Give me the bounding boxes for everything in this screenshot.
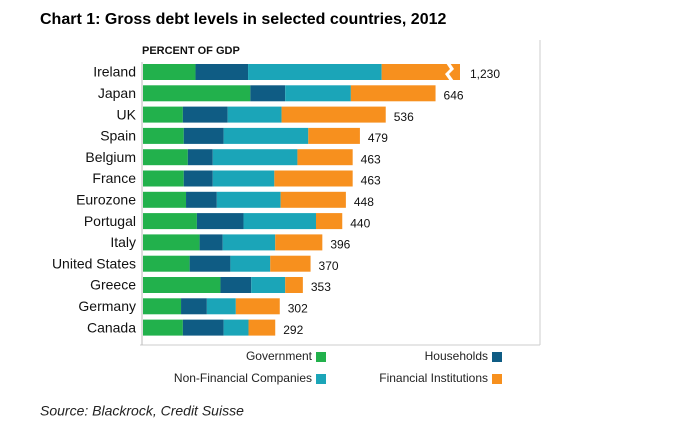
bar-segment <box>183 127 224 144</box>
bar-segment <box>243 213 316 230</box>
legend-label: Non-Financial Companies <box>174 371 312 385</box>
bar-segment <box>297 149 353 166</box>
bar-segment <box>143 127 184 144</box>
bar-segment <box>143 319 183 336</box>
legend-swatch <box>316 352 326 362</box>
category-label: UK <box>117 106 137 122</box>
legend-swatch <box>492 352 502 362</box>
bar-segment <box>143 277 221 293</box>
total-label: 536 <box>394 110 414 124</box>
legend-label: Financial Institutions <box>379 371 488 385</box>
bar-segment <box>274 170 353 187</box>
category-label: Belgium <box>85 149 136 165</box>
bar-segment <box>251 277 286 293</box>
total-label: 292 <box>283 323 303 337</box>
bar-segment <box>350 85 436 102</box>
bar-segment <box>285 85 351 102</box>
bar-segment <box>143 64 196 80</box>
total-label: 353 <box>311 280 331 294</box>
legend-swatch <box>492 374 502 384</box>
total-label: 396 <box>330 238 350 252</box>
category-label: United States <box>52 255 136 271</box>
bar-segment <box>187 149 213 166</box>
bar-segment <box>270 255 311 272</box>
category-label: Japan <box>98 85 136 101</box>
bar-segment <box>181 298 207 315</box>
category-label: Greece <box>90 277 136 293</box>
category-label: Eurozone <box>76 192 136 208</box>
total-label: 646 <box>444 88 464 102</box>
total-label: 440 <box>350 216 370 230</box>
bar-segment <box>143 149 188 166</box>
bar-segment <box>212 170 275 187</box>
bar-segment <box>223 127 309 144</box>
bar-segment <box>381 64 460 80</box>
bar-segment <box>189 255 231 272</box>
category-label: Ireland <box>93 64 136 80</box>
bar-segment <box>143 106 183 123</box>
bar-segment <box>275 234 323 251</box>
bar-segment <box>199 234 223 251</box>
bar-segment <box>230 255 271 272</box>
source: Source: Blackrock, Credit Suisse <box>40 403 244 419</box>
total-label: 370 <box>319 259 339 273</box>
bar-segment <box>285 277 303 293</box>
bar-segment <box>280 191 346 208</box>
bar-segment <box>248 64 382 80</box>
axis-title: PERCENT OF GDP <box>142 45 240 57</box>
legend-swatch <box>316 374 326 384</box>
total-label: 479 <box>368 131 388 145</box>
category-label: France <box>92 170 136 186</box>
bar-segment <box>216 191 281 208</box>
total-label: 1,230 <box>470 67 500 81</box>
category-label: Italy <box>110 234 136 250</box>
bar-segment <box>143 298 182 315</box>
total-label: 463 <box>361 152 381 166</box>
total-label: 463 <box>361 174 381 188</box>
category-label: Germany <box>78 298 136 314</box>
bar-segment <box>227 106 282 123</box>
bar-segment <box>143 85 251 102</box>
bar-segment <box>195 64 249 80</box>
bar-segment <box>235 298 280 315</box>
bar-segment <box>143 213 197 230</box>
bar-segment <box>196 213 244 230</box>
bar-segment <box>143 234 200 251</box>
bar-segment <box>182 319 224 336</box>
chart-title: Chart 1: Gross debt levels in selected c… <box>40 11 446 28</box>
category-label: Portugal <box>84 213 136 229</box>
bar-segment <box>143 191 187 208</box>
total-label: 448 <box>354 195 374 209</box>
bar-segment <box>308 127 360 144</box>
bar-segment <box>143 255 190 272</box>
bar-segment <box>315 213 343 230</box>
bar-segment <box>183 170 213 187</box>
axis-break <box>445 63 454 81</box>
bar-segment <box>223 319 249 336</box>
bar-segment <box>143 170 184 187</box>
legend-label: Households <box>425 349 488 363</box>
bar-segment <box>281 106 386 123</box>
bar-segment <box>220 277 252 293</box>
bar-segment <box>186 191 217 208</box>
bar-segment <box>182 106 228 123</box>
total-label: 302 <box>288 301 308 315</box>
bar-segment <box>212 149 298 166</box>
bar-segment <box>222 234 276 251</box>
category-label: Spain <box>100 128 136 144</box>
category-label: Canada <box>87 319 136 335</box>
bar-segment <box>250 85 286 102</box>
bar-segment <box>248 319 276 336</box>
bar-segment <box>206 298 236 315</box>
legend-label: Government <box>246 349 313 363</box>
